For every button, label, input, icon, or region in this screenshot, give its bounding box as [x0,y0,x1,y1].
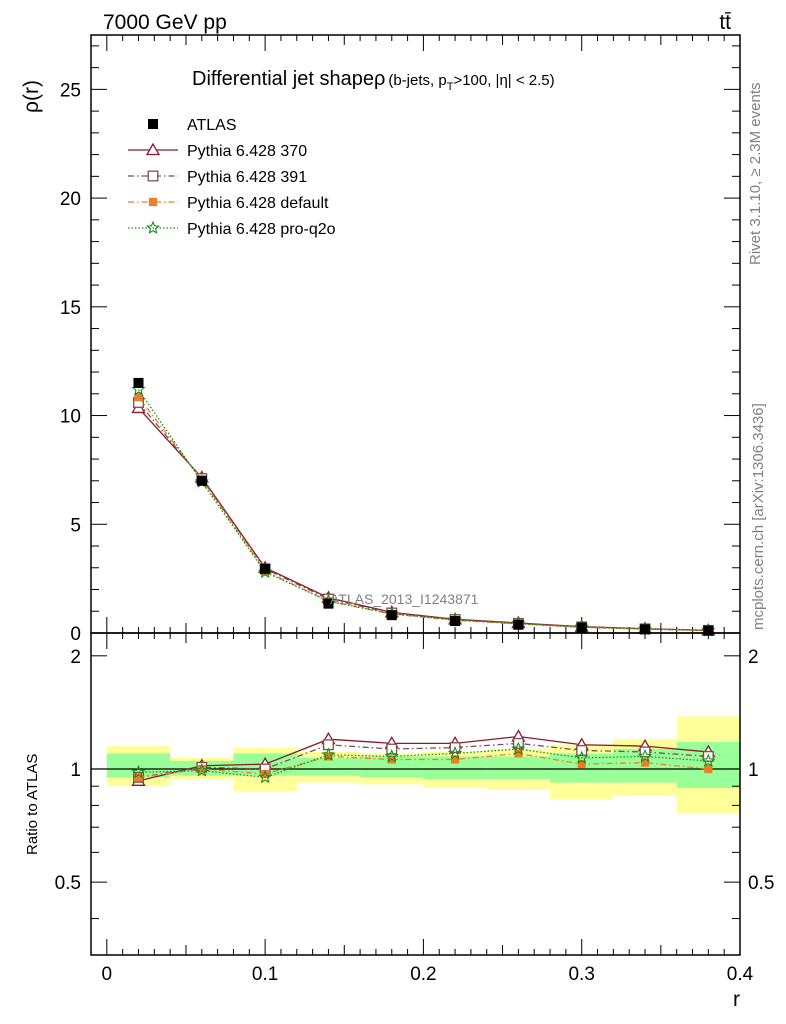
legend-label: Pythia 6.428 pro-q2o [187,221,336,238]
ratio-frame [90,632,741,956]
ratio-series-point [258,769,273,784]
main-ytick-label: 10 [60,407,81,428]
mcplots-label: mcplots.cern.ch [arXiv:1306.3436] [750,403,767,630]
ratio-band-inner [360,756,424,778]
atlas-data-point [133,377,144,388]
main-series-point [134,392,143,402]
ratio-band-inner [296,757,361,776]
ratio-series-point [637,748,653,763]
ratio-series-point [131,764,146,779]
ratio-series-point [574,750,589,764]
ratio-ytick-label-right: 0.5 [748,873,774,894]
ratio-series-point [448,745,463,760]
chart-title-sub-3: >100, |η| < 2.5) [453,72,554,89]
main-ytick-labels: 0 5 10 15 20 25 [60,80,81,645]
xtick-label: 0.4 [727,964,754,985]
ratio-ytick-labels: 0.5 0.5 1 1 2 2 [55,647,775,894]
legend-label: Pythia 6.428 default [187,195,329,212]
ratio-panel: Ratio to ATLAS 0.5 0.51 12 2 0 0.1 0.2 0.3 0.4 … [24,632,775,1011]
ratio-series-line [138,735,709,782]
atlas-data-point [323,598,334,609]
ratio-series-point [704,764,713,774]
ratio-series-line [138,748,709,779]
main-series-line [137,402,709,632]
ratio-series-point [194,763,209,777]
atlas-data-point [386,610,397,621]
ratio-series-3 [134,749,713,782]
legend-marker [148,197,158,207]
ratio-ytick-label-right: 2 [748,647,759,668]
chart-title-main: Differential jet shapeρ [192,68,385,90]
atlas-data-layer [133,377,714,636]
ratio-series-point [701,753,716,768]
chart-title: Differential jet shapeρ (b-jets, pT>100, … [192,68,555,93]
ratio-ylabel: Ratio to ATLAS [24,754,41,855]
process-label: tt̄ [719,11,731,34]
atlas-data-point [576,622,587,633]
atlas-data-point [513,619,524,630]
ratio-series-point [384,748,399,763]
legend-marker [145,220,161,235]
main-ytick-label: 15 [60,298,81,319]
ratio-series-point [576,745,588,756]
legend-label: Pythia 6.428 370 [187,143,307,160]
main-ytick-label: 0 [70,624,81,645]
atlas-data-point [703,625,714,636]
ratio-series-4 [131,741,716,784]
legend: ATLAS Pythia 6.428 370 Pythia 6.428 391 Pyt… [128,117,336,238]
xtick-label: 0.1 [252,964,278,985]
ratio-series-point [450,755,460,764]
xtick-label: 0 [102,964,113,985]
rivet-version-label: Rivet 3.1.10, ≥ 2.3M events [747,83,764,266]
main-series-line [137,389,709,632]
ratio-series-layer [131,729,716,786]
legend-marker-data [148,119,158,129]
ratio-band-inner [486,756,551,780]
ratio-ticks [91,633,741,955]
legend-label-data: ATLAS [187,117,237,134]
ratio-series-point [321,747,336,761]
atlas-data-point [196,475,207,486]
ratio-series-line [138,752,709,778]
atlas-data-point [640,624,651,635]
atlas-data-point [450,616,461,627]
chart-title-sub-1: (b-jets, p [388,72,446,89]
main-panel: ρ(r) 0 5 10 15 20 25 Differential jet shapeρ(… [20,34,741,645]
legend-label: Pythia 6.428 391 [187,169,307,186]
ratio-ytick-label-right: 1 [748,760,759,781]
ratio-band-inner [423,756,487,780]
main-ylabel: ρ(r) [20,80,43,113]
main-ytick-label: 20 [60,189,81,210]
ratio-ytick-label: 2 [70,647,81,668]
ratio-series-point [639,746,651,758]
ratio-ytick-label: 0.5 [55,873,81,894]
ratio-series-point [511,741,526,756]
xlabel: r [733,988,740,1011]
legend-marker [147,170,159,182]
xtick-label: 0.3 [568,964,594,985]
atlas-data-point [260,563,271,574]
ratio-xtick-labels: 0 0.1 0.2 0.3 0.4 [102,964,754,985]
legend-marker [145,142,161,156]
main-ytick-label: 5 [70,515,81,536]
analysis-id-label: ATLAS_2013_I1243871 [330,591,479,607]
energy-label: 7000 GeV pp [103,11,227,34]
xtick-label: 0.2 [410,964,436,985]
ratio-ytick-label: 1 [70,760,81,781]
chart-title-sub-2: T [447,81,454,93]
main-ytick-label: 25 [60,80,81,101]
ratio-series-line [138,742,709,778]
